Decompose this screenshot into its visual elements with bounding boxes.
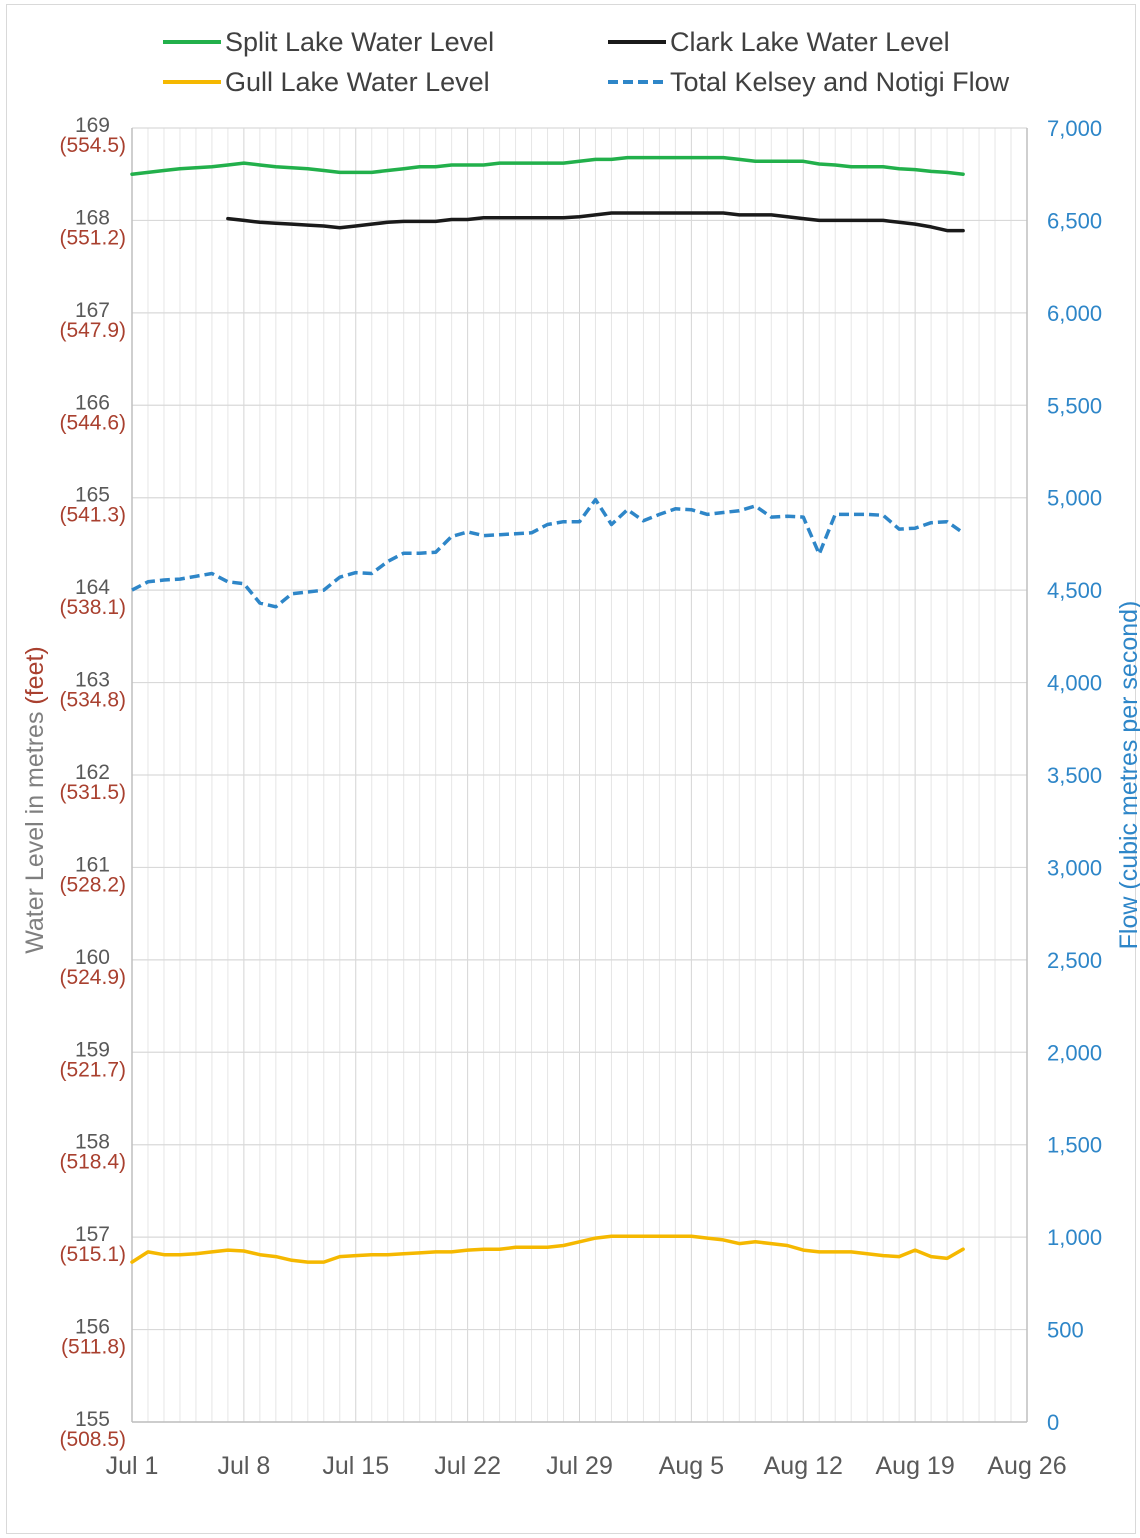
left-tick-feet: (534.8) xyxy=(59,689,126,712)
right-tick-label: 500 xyxy=(1047,1318,1084,1343)
right-axis-title: Flow (cubic metres per second) xyxy=(1115,601,1140,950)
right-tick-label: 1,500 xyxy=(1047,1133,1102,1158)
left-tick-feet: (515.1) xyxy=(59,1243,126,1266)
right-tick-label: 5,500 xyxy=(1047,393,1102,418)
left-tick-feet: (511.8) xyxy=(61,1336,126,1359)
left-tick-metres: 164 xyxy=(75,576,110,599)
x-tick-label: Jul 15 xyxy=(322,1452,389,1480)
left-tick-feet: (554.5) xyxy=(59,134,126,157)
right-tick-label: 3,500 xyxy=(1047,763,1102,788)
right-tick-label: 3,000 xyxy=(1047,855,1102,880)
left-tick-metres: 160 xyxy=(75,946,110,969)
right-tick-label: 2,500 xyxy=(1047,948,1102,973)
left-tick-metres: 169 xyxy=(75,114,110,137)
series-line-gull-lake-water-level xyxy=(130,1234,965,1264)
left-tick-feet: (531.5) xyxy=(59,781,126,804)
series-line-total-kelsey-and-notigi-flow xyxy=(131,497,965,609)
legend-label: Gull Lake Water Level xyxy=(225,67,490,97)
left-tick-metres: 167 xyxy=(75,299,110,322)
left-tick-metres: 165 xyxy=(75,484,110,507)
left-tick-feet: (528.2) xyxy=(59,873,126,896)
right-tick-label: 1,000 xyxy=(1047,1225,1102,1250)
left-tick-feet: (521.7) xyxy=(59,1058,126,1081)
grid-layer xyxy=(131,127,1028,1423)
series-line-clark-lake-water-level xyxy=(226,211,965,233)
legend: Split Lake Water Level Clark Lake Water L… xyxy=(163,27,1010,97)
left-tick-metres: 156 xyxy=(75,1316,110,1339)
left-axis-title: Water Level in metres (feet) xyxy=(21,646,49,954)
left-tick-feet: (541.3) xyxy=(59,504,126,527)
x-tick-label: Jul 29 xyxy=(546,1452,613,1480)
x-tick-label: Aug 5 xyxy=(659,1452,724,1480)
left-tick-metres: 163 xyxy=(75,669,110,692)
axis-titles: Water Level in metres (feet) Flow (cubic… xyxy=(21,601,1140,954)
legend-label: Split Lake Water Level xyxy=(225,27,494,57)
legend-label: Total Kelsey and Notigi Flow xyxy=(670,67,1010,97)
right-tick-label: 4,000 xyxy=(1047,671,1102,696)
x-tick-label: Aug 26 xyxy=(987,1452,1066,1480)
right-tick-label: 6,000 xyxy=(1047,301,1102,326)
right-tick-label: 5,000 xyxy=(1047,486,1102,511)
left-tick-feet: (524.9) xyxy=(59,966,126,989)
right-tick-label: 0 xyxy=(1047,1410,1059,1435)
left-tick-feet: (551.2) xyxy=(59,226,126,249)
x-tick-label: Jul 8 xyxy=(217,1452,270,1480)
left-tick-metres: 155 xyxy=(75,1408,110,1431)
x-tick-label: Jul 1 xyxy=(106,1452,159,1480)
left-tick-feet: (547.9) xyxy=(59,319,126,342)
left-tick-metres: 168 xyxy=(75,206,110,229)
left-tick-metres: 159 xyxy=(75,1038,110,1061)
legend-label: Clark Lake Water Level xyxy=(670,27,950,57)
right-tick-label: 7,000 xyxy=(1047,116,1102,141)
left-tick-feet: (508.5) xyxy=(59,1428,126,1451)
series-line-split-lake-water-level xyxy=(130,155,965,176)
right-tick-label: 6,500 xyxy=(1047,208,1102,233)
chart-frame xyxy=(6,4,1136,1534)
left-tick-metres: 161 xyxy=(75,853,110,876)
right-tick-label: 2,000 xyxy=(1047,1040,1102,1065)
x-tick-label: Jul 22 xyxy=(434,1452,501,1480)
x-tick-label: Aug 19 xyxy=(876,1452,955,1480)
left-tick-metres: 162 xyxy=(75,761,110,784)
left-tick-feet: (544.6) xyxy=(59,411,126,434)
left-tick-feet: (538.1) xyxy=(59,596,126,619)
axis-layer: 155(508.5) 156(511.8) 157(515.1) 158(518.4)… xyxy=(59,114,1102,1480)
left-tick-metres: 166 xyxy=(75,391,110,414)
left-tick-metres: 157 xyxy=(75,1223,110,1246)
series-layer xyxy=(130,155,965,1264)
left-tick-metres: 158 xyxy=(75,1131,110,1154)
left-tick-feet: (518.4) xyxy=(59,1151,126,1174)
right-tick-label: 4,500 xyxy=(1047,578,1102,603)
x-tick-label: Aug 12 xyxy=(764,1452,843,1480)
